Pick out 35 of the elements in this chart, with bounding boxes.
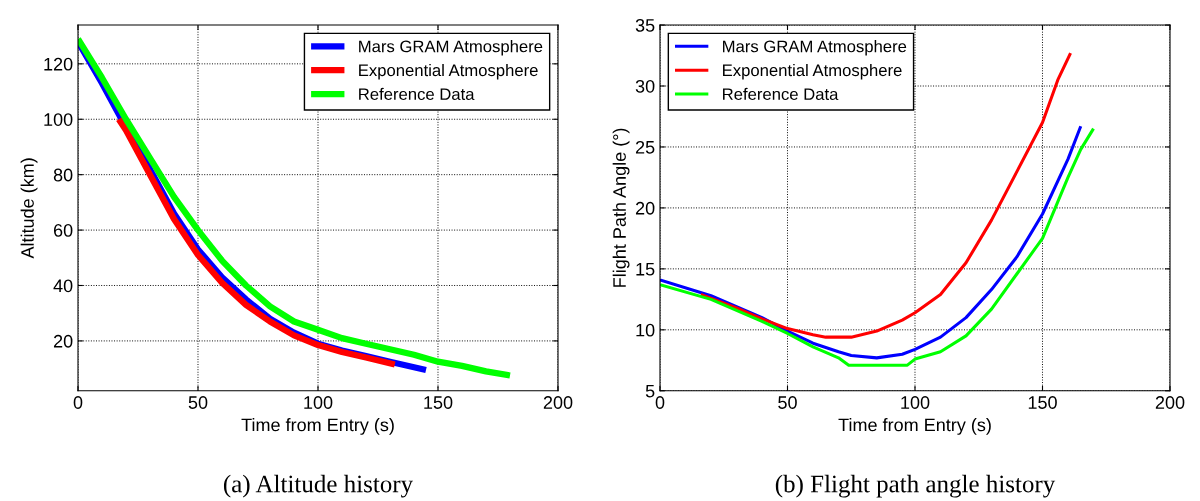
text: (a) Altitude history — [223, 474, 414, 498]
text: (b) Flight path angle history — [775, 474, 1056, 498]
legend-label: Exponential Atmosphere — [723, 63, 902, 80]
y-tick-label: 10 — [636, 323, 655, 337]
y-axis-title: Altitude (km) — [20, 158, 38, 259]
y-tick-label: 5 — [645, 384, 655, 398]
y-axis-title: Flight Path Angle (°) — [612, 128, 630, 287]
legend-label: Mars GRAM Atmosphere — [359, 40, 543, 56]
x-tick-label: 100 — [901, 396, 930, 409]
y-tick-label: 40 — [53, 279, 73, 293]
x-tick-label: 50 — [188, 396, 208, 409]
x-tick-label: 0 — [73, 396, 83, 409]
x-tick-label: 50 — [778, 396, 797, 409]
x-tick-label: 150 — [424, 396, 453, 409]
x-tick-label: 200 — [543, 396, 573, 409]
y-tick-label: 80 — [53, 168, 73, 182]
legend-label: Mars GRAM Atmosphere — [723, 40, 907, 56]
legend-label: Reference Data — [723, 87, 839, 101]
y-tick-label: 15 — [636, 262, 655, 276]
x-tick-label: 100 — [304, 396, 333, 409]
y-tick-label: 60 — [53, 224, 73, 237]
y-tick-label: 35 — [635, 18, 655, 32]
y-tick-label: 120 — [44, 57, 73, 71]
legend-label: Exponential Atmosphere — [359, 63, 538, 80]
y-tick-label: 100 — [44, 113, 73, 126]
x-axis-title: Time from Entry (s) — [838, 418, 991, 435]
legend-label: Reference Data — [359, 87, 475, 101]
y-tick-label: 20 — [53, 334, 73, 348]
x-tick-label: 150 — [1028, 396, 1057, 409]
x-axis-title: Time from Entry (s) — [241, 418, 394, 435]
y-tick-label: 30 — [635, 79, 655, 93]
y-tick-label: 20 — [635, 201, 655, 215]
x-tick-label: 200 — [1155, 396, 1185, 409]
y-tick-label: 25 — [635, 140, 655, 154]
x-tick-label: 0 — [655, 396, 665, 409]
